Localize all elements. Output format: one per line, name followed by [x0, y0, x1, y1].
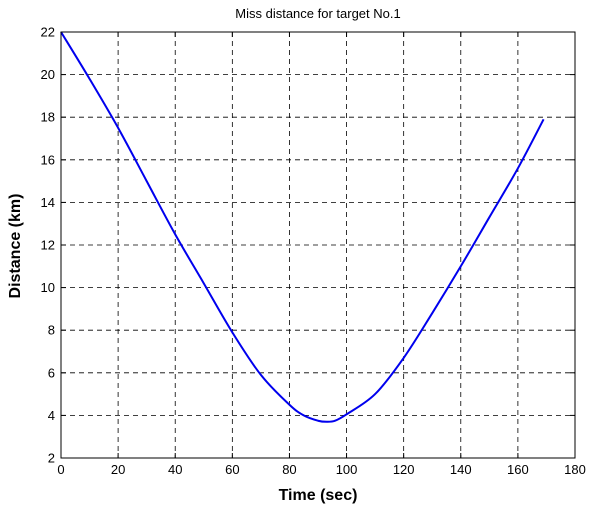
x-tick-label: 140 — [450, 462, 472, 477]
y-tick-label: 16 — [41, 152, 55, 167]
x-tick-label: 160 — [507, 462, 529, 477]
x-axis-label: Time (sec) — [279, 487, 358, 504]
x-tick-label: 0 — [57, 462, 64, 477]
series-line — [60, 31, 545, 423]
y-tick-label: 10 — [41, 280, 55, 295]
chart-title: Miss distance for target No.1 — [235, 6, 400, 21]
ticks — [60, 31, 576, 459]
y-axis-label: Distance (km) — [7, 194, 24, 299]
y-tick-label: 20 — [41, 67, 55, 82]
y-tick-label: 8 — [48, 323, 55, 338]
x-tick-label: 120 — [393, 462, 415, 477]
y-tick-label: 22 — [41, 25, 55, 40]
x-tick-label: 80 — [282, 462, 296, 477]
x-tick-label: 20 — [111, 462, 125, 477]
x-tick-label: 180 — [564, 462, 586, 477]
y-tick-label: 18 — [41, 110, 55, 125]
y-tick-label: 14 — [41, 195, 55, 210]
series-layer — [60, 31, 545, 423]
y-tick-labels: 2 4 6 8 10 12 14 16 18 20 22 — [41, 25, 55, 466]
x-tick-label: 100 — [336, 462, 358, 477]
grid — [61, 32, 575, 458]
y-tick-label: 4 — [48, 408, 55, 423]
x-tick-label: 40 — [168, 462, 182, 477]
y-tick-label: 2 — [48, 451, 55, 466]
x-tick-labels: 0 20 40 60 80 100 120 140 160 180 — [57, 462, 585, 477]
y-tick-label: 12 — [41, 238, 55, 253]
x-tick-label: 60 — [225, 462, 239, 477]
y-tick-label: 6 — [48, 365, 55, 380]
